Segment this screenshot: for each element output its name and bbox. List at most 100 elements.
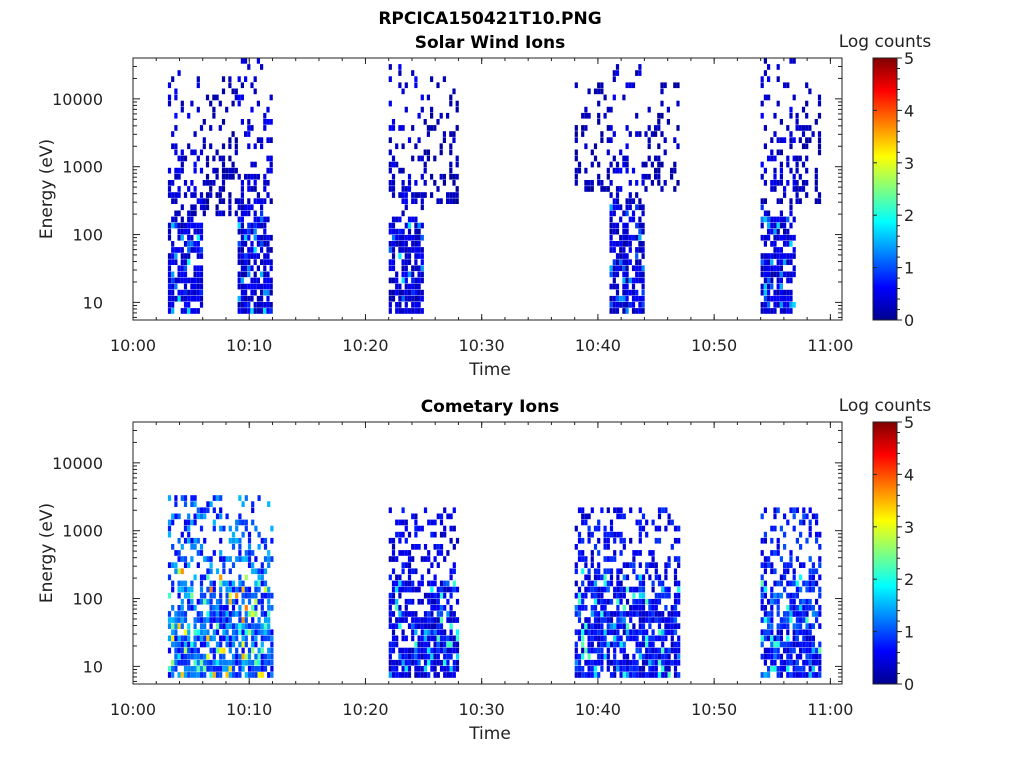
heatmap-cell (638, 605, 642, 611)
heatmap-cell (805, 125, 809, 131)
heatmap-cell (209, 635, 213, 642)
heatmap-cell (641, 161, 645, 168)
heatmap-cell (225, 513, 229, 520)
x-tick-label: 10:00 (110, 336, 156, 355)
heatmap-cell (225, 598, 229, 605)
heatmap-cell (792, 666, 796, 672)
heatmap-cell (260, 653, 264, 660)
heatmap-cell (770, 525, 774, 532)
heatmap-cell (411, 155, 415, 162)
heatmap-cell (763, 580, 767, 587)
heatmap-cell (600, 605, 604, 611)
heatmap-cell (218, 100, 222, 107)
heatmap-cells (167, 58, 822, 314)
heatmap-cell (673, 617, 678, 623)
heatmap-cell (241, 659, 245, 666)
heatmap-cell (795, 629, 799, 636)
heatmap-cell (395, 617, 399, 623)
heatmap-cell (808, 525, 812, 532)
heatmap-cell (167, 180, 172, 186)
heatmap-cell (222, 653, 226, 660)
heatmap-cell (254, 635, 258, 642)
heatmap-cell (391, 180, 396, 186)
heatmap-cell (770, 611, 774, 617)
heatmap-cell (417, 641, 421, 648)
heatmap-cell (247, 598, 252, 605)
heatmap-cell (593, 525, 598, 532)
heatmap-cell (786, 302, 790, 308)
heatmap-cell (783, 186, 787, 192)
heatmap-cell (577, 598, 582, 605)
heatmap-cell (760, 204, 764, 211)
heatmap-cell (436, 653, 440, 660)
heatmap-cell (433, 623, 437, 629)
colorbar-label: Log counts (839, 396, 932, 416)
heatmap-cell (606, 611, 610, 617)
heatmap-cell (779, 666, 783, 672)
heatmap-cell (199, 228, 204, 235)
heatmap-cell (584, 659, 588, 666)
heatmap-cell (196, 308, 200, 314)
heatmap-cell (615, 192, 620, 198)
heatmap-cell (449, 592, 453, 599)
heatmap-cell (779, 119, 783, 125)
heatmap-cell (414, 277, 418, 284)
heatmap-cell (401, 635, 405, 642)
heatmap-cell (622, 653, 626, 660)
heatmap-cell (270, 605, 274, 611)
heatmap-cell (763, 234, 767, 241)
heatmap-cell (439, 605, 444, 611)
heatmap-cell (635, 131, 639, 137)
heatmap-cell (641, 525, 646, 532)
heatmap-cell (799, 653, 803, 660)
heatmap-cell (446, 641, 450, 648)
heatmap-cell (395, 598, 399, 605)
heatmap-cell (174, 283, 178, 290)
heatmap-cell (391, 598, 396, 605)
heatmap-cell (193, 605, 197, 611)
heatmap-cell (443, 659, 447, 666)
heatmap-cell (654, 617, 658, 623)
heatmap-cell (180, 598, 184, 605)
heatmap-cell (427, 659, 431, 666)
heatmap-cell (593, 143, 598, 150)
heatmap-cell (193, 283, 197, 290)
heatmap-cell (414, 647, 418, 654)
heatmap-cell (231, 100, 235, 107)
heatmap-cell (404, 247, 408, 253)
heatmap-cell (398, 672, 402, 678)
heatmap-cell (187, 513, 191, 520)
heatmap-cell (606, 629, 610, 636)
heatmap-cell (221, 161, 226, 168)
heatmap-cell (414, 289, 418, 296)
heatmap-cell (455, 155, 459, 162)
heatmap-cell (577, 556, 582, 562)
heatmap-cell (638, 265, 642, 272)
heatmap-cell (609, 629, 614, 636)
heatmap-cell (776, 647, 780, 654)
heatmap-cell (661, 580, 665, 587)
heatmap-cell (180, 222, 184, 229)
heatmap-cell (795, 592, 799, 599)
heatmap-cell (414, 617, 418, 623)
heatmap-cell (266, 192, 270, 198)
heatmap-cell (439, 586, 444, 593)
heatmap-cell (603, 635, 607, 642)
heatmap-cell (247, 204, 251, 211)
heatmap-cell (593, 88, 598, 95)
heatmap-cell (638, 537, 642, 544)
heatmap-cell (455, 617, 460, 623)
heatmap-cell (215, 204, 219, 211)
heatmap-cell (811, 672, 815, 678)
heatmap-cell (228, 143, 232, 150)
heatmap-cell (235, 629, 239, 636)
heatmap-cell (228, 568, 232, 575)
heatmap-cell (648, 635, 652, 642)
heatmap-cell (770, 629, 774, 636)
heatmap-cell (590, 550, 594, 556)
heatmap-cell (244, 234, 248, 241)
heatmap-cell (613, 647, 617, 654)
heatmap-cell (263, 586, 268, 593)
heatmap-cell (237, 295, 241, 302)
heatmap-cell (760, 173, 764, 180)
